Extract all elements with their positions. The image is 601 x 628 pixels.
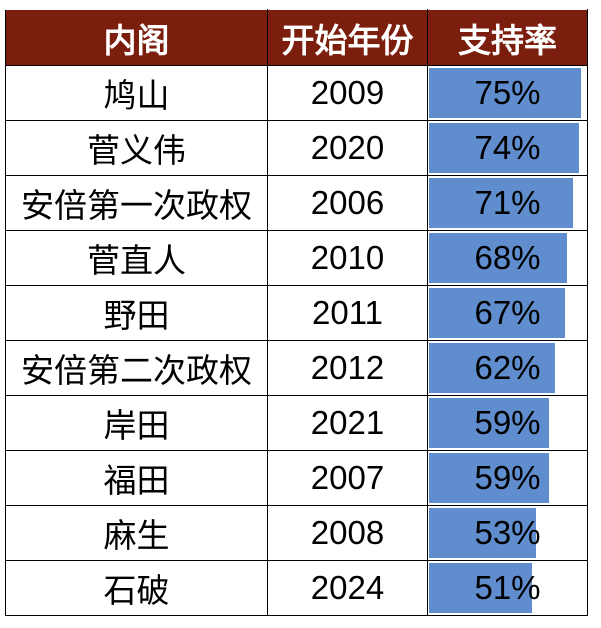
cabinet-name: 菅义伟 xyxy=(5,120,268,176)
approval-bar xyxy=(429,398,549,448)
start-year: 2024 xyxy=(267,560,428,616)
table-body: 鸠山 2009 75% 菅义伟 2020 74% 安倍第一次政权 2006 71% 菅直人 2010… xyxy=(5,65,588,616)
approval-bar xyxy=(429,343,555,393)
approval-bar xyxy=(429,123,579,173)
approval-label: 59% xyxy=(474,404,541,441)
start-year: 2011 xyxy=(267,285,428,341)
approval-cell: 62% xyxy=(427,340,588,396)
approval-cell: 59% xyxy=(427,395,588,451)
start-year: 2007 xyxy=(267,450,428,506)
start-year: 2009 xyxy=(267,65,428,121)
approval-cell: 51% xyxy=(427,560,588,616)
approval-cell: 53% xyxy=(427,505,588,561)
approval-cell: 74% xyxy=(427,120,588,176)
start-year: 2021 xyxy=(267,395,428,451)
cabinet-name: 石破 xyxy=(5,560,268,616)
approval-label: 59% xyxy=(474,459,541,496)
approval-bar xyxy=(429,563,532,613)
header-row: 内阁 开始年份 支持率 xyxy=(5,9,588,66)
approval-cell: 67% xyxy=(427,285,588,341)
cabinet-name: 岸田 xyxy=(5,395,268,451)
table-row: 菅义伟 2020 74% xyxy=(5,120,588,176)
start-year: 2008 xyxy=(267,505,428,561)
cabinet-name: 麻生 xyxy=(5,505,268,561)
table-row: 岸田 2021 59% xyxy=(5,395,588,451)
approval-label: 71% xyxy=(474,184,541,221)
approval-bar xyxy=(429,233,567,283)
approval-label: 51% xyxy=(474,569,541,606)
table-row: 野田 2011 67% xyxy=(5,285,588,341)
table-row: 鸠山 2009 75% xyxy=(5,65,588,121)
approval-cell: 68% xyxy=(427,230,588,286)
approval-label: 68% xyxy=(474,239,541,276)
approval-label: 53% xyxy=(474,514,541,551)
header-cabinet: 内阁 xyxy=(5,9,268,66)
approval-cell: 75% xyxy=(427,65,588,121)
approval-label: 62% xyxy=(474,349,541,386)
cabinet-name: 菅直人 xyxy=(5,230,268,286)
approval-bar xyxy=(429,508,536,558)
header-approval: 支持率 xyxy=(427,9,588,66)
table-row: 安倍第二次政权 2012 62% xyxy=(5,340,588,396)
approval-label: 67% xyxy=(474,294,541,331)
table-row: 福田 2007 59% xyxy=(5,450,588,506)
approval-bar xyxy=(429,68,581,118)
approval-bar xyxy=(429,178,573,228)
table-row: 安倍第一次政权 2006 71% xyxy=(5,175,588,231)
cabinet-name: 福田 xyxy=(5,450,268,506)
cabinet-name: 鸠山 xyxy=(5,65,268,121)
start-year: 2006 xyxy=(267,175,428,231)
approval-label: 74% xyxy=(474,129,541,166)
cabinet-name: 安倍第二次政权 xyxy=(5,340,268,396)
start-year: 2020 xyxy=(267,120,428,176)
table-row: 石破 2024 51% xyxy=(5,560,588,616)
header-start-year: 开始年份 xyxy=(267,9,428,66)
table-row: 麻生 2008 53% xyxy=(5,505,588,561)
table-row: 菅直人 2010 68% xyxy=(5,230,588,286)
approval-label: 75% xyxy=(474,74,541,111)
start-year: 2012 xyxy=(267,340,428,396)
approval-cell: 59% xyxy=(427,450,588,506)
cabinet-name: 野田 xyxy=(5,285,268,341)
approval-cell: 71% xyxy=(427,175,588,231)
cabinet-name: 安倍第一次政权 xyxy=(5,175,268,231)
start-year: 2010 xyxy=(267,230,428,286)
approval-bar xyxy=(429,453,549,503)
approval-table: 内阁 开始年份 支持率 鸠山 2009 75% 菅义伟 2020 74% 安倍第一次政权 20… xyxy=(5,9,588,616)
approval-bar xyxy=(429,288,565,338)
